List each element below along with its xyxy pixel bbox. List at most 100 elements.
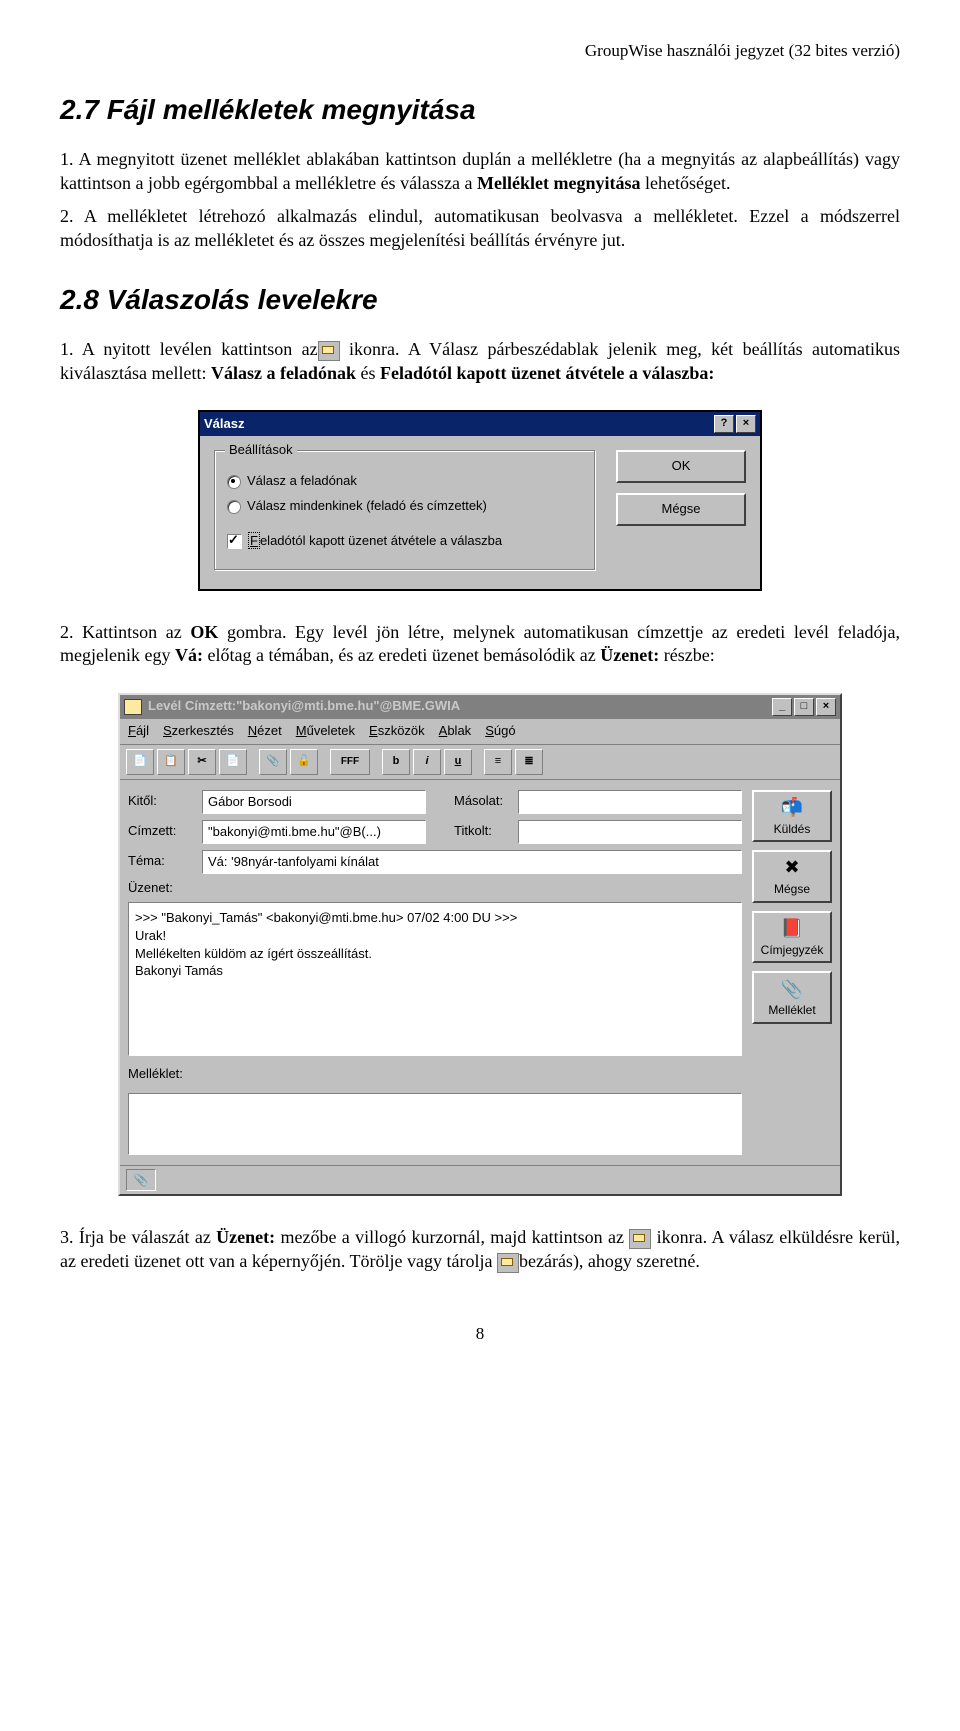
s28-p2g: részbe: [659,645,714,665]
s28-p2a: 2. Kattintson az [60,622,190,642]
mail-window-icon [124,699,142,715]
menu-fajl[interactable]: FFájlájl [128,723,149,740]
page-number: 8 [60,1323,900,1345]
uzenet-l1: >>> "Bakonyi_Tamás" <bakonyi@mti.bme.hu>… [135,909,735,927]
s28-p1e: Feladótól kapott üzenet átvétele a válas… [380,363,714,383]
field-titkolt[interactable] [518,820,742,844]
status-icon: 📎 [126,1169,156,1191]
status-bar: 📎 [120,1165,840,1194]
label-titkolt: Titkolt: [454,823,514,840]
tb-icon[interactable]: ≣ [515,749,543,775]
menu-bar: FFájlájl Szerkesztés Nézet Műveletek Esz… [120,719,840,745]
send-icon: 📬 [778,796,806,820]
tb-fff[interactable]: FFF [330,749,370,775]
close-button[interactable]: × [816,698,836,716]
s28-p3: 3. Írja be válaszát az Üzenet: mezőbe a … [60,1226,900,1273]
cancel-icon: ✖ [778,856,806,880]
s27-p1: 1. A megnyitott üzenet melléklet ablakáb… [60,148,900,195]
s27-p1c: lehetőséget. [641,173,731,193]
tb-icon[interactable]: ✂ [188,749,216,775]
field-masolat[interactable] [518,790,742,814]
label-melleklet: Melléklet: [128,1066,198,1083]
menu-ablak[interactable]: Ablak [439,723,472,740]
menu-nezet[interactable]: Nézet [248,723,282,740]
tb-icon[interactable]: 📋 [157,749,185,775]
label-cimzett: Címzett: [128,823,198,840]
close-button[interactable]: × [736,415,756,433]
s28-p3a: 3. Írja be válaszát az [60,1227,216,1247]
tb-italic[interactable]: i [413,749,441,775]
radio-valasz-feladonak[interactable] [227,475,241,489]
doc-header: GroupWise használói jegyzet (32 bites ve… [60,40,900,62]
check1-rest: eladótól kapott üzenet átvétele a válasz… [260,533,502,548]
beallitasok-group: Beállítások Válasz a feladónak Válasz mi… [214,450,596,571]
menu-sugo[interactable]: Súgó [485,723,515,740]
field-kitol[interactable]: Gábor Borsodi [202,790,426,814]
radio1-label: Válasz a feladónak [247,473,357,490]
attach-icon: 📎 [778,977,806,1001]
megse-button[interactable]: ✖ Mégse [752,850,832,903]
melleklet-button[interactable]: 📎 Melléklet [752,971,832,1024]
s28-p2: 2. Kattintson az OK gombra. Egy levél jö… [60,621,900,668]
menu-muveletek[interactable]: Műveletek [296,723,355,740]
side-buttons: 📬 Küldés ✖ Mégse 📕 Címjegyzék 📎 Mellékle… [752,790,832,1156]
check1-label: Feladótól kapott üzenet átvétele a válas… [248,533,502,550]
field-cimzett[interactable]: "bakonyi@mti.bme.hu"@B(...) [202,820,426,844]
toolbar: 📄 📋 ✂ 📄 📎 🔓 FFF b i u ≡ ≣ [120,745,840,780]
minimize-button[interactable]: _ [772,698,792,716]
valasz-title-bar: Válasz ? × [200,412,760,436]
tb-icon[interactable]: 📄 [219,749,247,775]
label-tema: Téma: [128,853,198,870]
field-uzenet[interactable]: >>> "Bakonyi_Tamás" <bakonyi@mti.bme.hu>… [128,902,742,1056]
s28-p2b: OK [190,622,218,642]
send-inline-icon [629,1229,651,1249]
s28-p1a: 1. A nyitott levélen kattintson az [60,339,318,359]
close-inline-icon [497,1253,519,1273]
s28-p2f: Üzenet: [600,645,659,665]
heading-2-8: 2.8 Válaszolás levelekre [60,282,900,318]
tb-icon[interactable]: ≡ [484,749,512,775]
tb-icon[interactable]: 📄 [126,749,154,775]
field-tema[interactable]: Vá: '98nyár-tanfolyami kínálat [202,850,742,874]
kuldes-button[interactable]: 📬 Küldés [752,790,832,843]
tb-icon[interactable]: 📎 [259,749,287,775]
s28-p3c: mezőbe a villogó kurzornál, majd kattint… [275,1227,624,1247]
menu-szerkesztes[interactable]: Szerkesztés [163,723,234,740]
s27-p2: 2. A mellékletet létrehozó alkalmazás el… [60,205,900,252]
ok-button[interactable]: OK [616,450,746,483]
cancel-button[interactable]: Mégse [616,493,746,526]
reply-icon [318,341,340,361]
valasz-dialog-screenshot: Válasz ? × Beállítások Válasz a feladóna… [60,410,900,591]
mail-window: Levél Címzett:"bakonyi@mti.bme.hu"@BME.G… [118,693,842,1197]
s28-p3e: bezárás), ahogy szeretné. [519,1251,700,1271]
s28-p2d: Vá: [175,645,203,665]
heading-2-7: 2.7 Fájl mellékletek megnyitása [60,92,900,128]
s28-p1c: Válasz a feladónak [211,363,361,383]
mail-form: Kitől: Gábor Borsodi Másolat: Címzett: "… [128,790,742,1156]
megse-label: Mégse [774,882,810,896]
uzenet-l4: Bakonyi Tamás [135,962,735,980]
label-uzenet: Üzenet: [128,880,198,897]
cimjegyzek-label: Címjegyzék [761,943,824,957]
uzenet-l3: Mellékelten küldöm az ígért összeállítás… [135,945,735,963]
check1-accel: F [250,533,258,548]
s28-p1d: és [360,363,380,383]
s28-p2e: előtag a témában, és az eredeti üzenet b… [203,645,600,665]
menu-eszkozok[interactable]: Eszközök [369,723,425,740]
mail-window-screenshot: Levél Címzett:"bakonyi@mti.bme.hu"@BME.G… [60,693,900,1197]
melleklet-label: Melléklet [768,1003,815,1017]
checkbox-atvetele[interactable] [227,534,242,549]
label-kitol: Kitől: [128,793,198,810]
cimjegyzek-button[interactable]: 📕 Címjegyzék [752,911,832,964]
radio2-label: Válasz mindenkinek (feladó és címzettek) [247,498,487,515]
radio-valasz-mindenkinek[interactable] [227,500,241,514]
maximize-button[interactable]: □ [794,698,814,716]
tb-underline[interactable]: u [444,749,472,775]
s27-p1b: Melléklet megnyitása [477,173,640,193]
tb-bold[interactable]: b [382,749,410,775]
help-button[interactable]: ? [714,415,734,433]
s28-p3b: Üzenet: [216,1227,275,1247]
mail-title-bar: Levél Címzett:"bakonyi@mti.bme.hu"@BME.G… [120,695,840,719]
field-melleklet[interactable] [128,1093,742,1155]
tb-icon[interactable]: 🔓 [290,749,318,775]
